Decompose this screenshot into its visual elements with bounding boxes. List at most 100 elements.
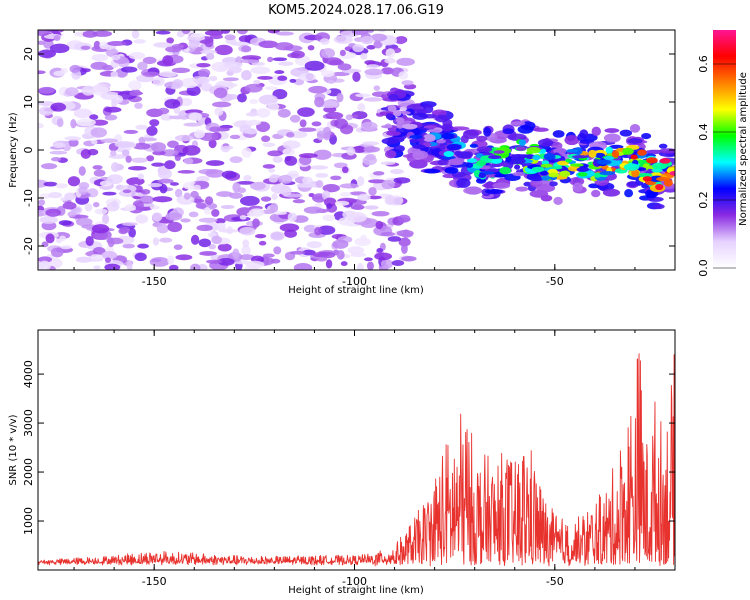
spectrogram-noise-blob — [306, 241, 323, 249]
spectrogram-noise-blob — [241, 70, 252, 81]
spectrogram-noise-blob — [183, 158, 194, 165]
colorbar: 0.0 0.2 0.4 0.6 Normalized spectral amplitu… — [697, 30, 749, 277]
spectrogram-noise-blob — [114, 141, 135, 148]
spectrogram-noise-blob — [147, 183, 163, 188]
spectrogram-noise-blob — [193, 129, 205, 139]
spectrogram-noise-blob — [131, 30, 140, 39]
spectrogram-noise-blob — [239, 124, 252, 134]
spectrogram-noise-blob — [384, 195, 395, 206]
spectrogram-noise-blob — [45, 208, 62, 217]
spectrogram-noise-blob — [370, 33, 387, 42]
spectrogram-noise-blob — [254, 234, 267, 239]
spectrogram-noise-blob — [110, 71, 119, 78]
spectrogram-ridge-blob — [622, 147, 634, 155]
spectrogram-ridge-blob — [412, 144, 426, 149]
spectrogram-noise-blob — [209, 34, 223, 40]
spectrogram-noise-blob — [46, 30, 64, 34]
spectrogram-noise-blob — [264, 86, 278, 91]
spectrogram-noise-blob — [106, 202, 120, 212]
spectrogram-noise-blob — [242, 239, 250, 248]
spectrogram-noise-blob — [160, 114, 174, 121]
spectrogram-noise-blob — [239, 254, 255, 261]
spectrogram-noise-blob — [91, 54, 109, 62]
spectrogram-ridge-blob — [469, 143, 479, 148]
spectrogram-noise-blob — [133, 39, 146, 44]
spectrogram-ridge-blob — [604, 155, 615, 161]
spectrogram-noise-blob — [149, 205, 160, 210]
spectrogram-noise-blob — [198, 238, 212, 248]
spectrogram-noise-blob — [167, 255, 175, 265]
spectrogram-noise-blob — [165, 212, 183, 221]
spectrogram-noise-blob — [393, 177, 411, 184]
spectrogram-noise-blob — [168, 264, 179, 270]
spectrogram-noise-blob — [313, 149, 332, 160]
spectrogram-noise-blob — [314, 96, 325, 108]
spectrogram-ridge-blob — [426, 129, 442, 133]
spectrogram-noise-blob — [60, 245, 72, 250]
spectrogram-noise-blob — [289, 250, 306, 255]
spectrogram-noise-blob — [273, 246, 282, 255]
spectrogram-noise-blob — [94, 208, 108, 215]
spectrogram-ridge-halo — [552, 130, 565, 138]
spectrogram-noise-blob — [137, 173, 145, 180]
spectrogram-noise-blob — [347, 212, 367, 223]
spectrogram-ridge-blob — [646, 157, 658, 164]
spectrogram-noise-blobs — [38, 30, 417, 270]
spectrogram-noise-blob — [131, 157, 148, 163]
spectrogram-ridge-halo — [609, 144, 624, 149]
spectrogram-ridge-halo — [523, 181, 532, 187]
spectrogram-ridge-blob — [566, 148, 578, 153]
spectrogram-noise-blob — [240, 59, 259, 64]
spectrogram-ridge-blob — [447, 160, 464, 166]
spectrogram-noise-blob — [135, 124, 149, 130]
spectrogram-noise-blob — [142, 56, 157, 65]
spectrogram-ridge-blob — [443, 151, 454, 158]
spectrogram-noise-blob — [305, 73, 314, 81]
spectrogram-noise-blob — [159, 149, 179, 157]
spectrogram-noise-blob — [138, 137, 158, 142]
spectrogram-noise-blob — [352, 145, 366, 154]
spectrogram-noise-blob — [319, 38, 330, 45]
spectrogram-cells — [38, 30, 675, 270]
spectrogram-noise-blob — [91, 224, 110, 234]
snr-x-tick-label: -150 — [142, 575, 167, 588]
spectrogram-ridge-blob — [381, 124, 393, 129]
spectrogram-noise-blob — [216, 222, 227, 228]
spectrogram-noise-blob — [70, 119, 77, 129]
spectrogram-noise-blob — [196, 62, 211, 68]
spectrogram-noise-blob — [315, 172, 329, 178]
spectrogram-noise-blob — [256, 108, 271, 118]
spectrogram-ridge-halo — [591, 126, 601, 137]
spectrogram-noise-blob — [252, 218, 260, 228]
spectrogram-ridge-blob — [455, 151, 472, 159]
spectrogram-ridge-blob — [532, 154, 541, 161]
spectrogram-noise-blob — [129, 90, 143, 97]
spectrogram-noise-blob — [384, 57, 396, 64]
snr-x-ticks: -150 -100 -50 — [73, 330, 676, 588]
spectrogram-noise-blob — [293, 78, 305, 86]
spectrogram-noise-blob — [151, 162, 165, 167]
spectrogram-noise-blob — [365, 153, 376, 161]
spectrogram-ridge-halo — [604, 128, 620, 133]
spectrogram-noise-blob — [38, 40, 45, 46]
spectrogram-noise-blob — [270, 232, 284, 240]
spectrogram-noise-blob — [174, 134, 194, 142]
spectrogram-noise-blob — [220, 204, 235, 209]
spectrogram-noise-blob — [49, 150, 68, 155]
spectrogram-noise-blob — [357, 176, 365, 186]
spectrogram-noise-blob — [152, 237, 160, 246]
spectrogram-noise-blob — [278, 174, 293, 184]
spectrogram-noise-blob — [248, 99, 259, 104]
spectrogram-noise-blob — [307, 45, 315, 51]
spectrogram-noise-blob — [152, 196, 173, 203]
snr-y-tick-label: 1000 — [22, 507, 35, 535]
spectrogram-ridge-blob — [514, 164, 521, 170]
spectrogram-noise-blob — [380, 161, 396, 166]
spectrogram-noise-blob — [282, 140, 301, 149]
spectrogram-ridge-blob — [387, 104, 397, 113]
spectrogram-noise-blob — [195, 202, 207, 209]
spectrogram-ridge-halo — [384, 149, 397, 159]
spectrogram-noise-blob — [69, 64, 81, 73]
spectrogram-ridge-blob — [642, 176, 653, 182]
